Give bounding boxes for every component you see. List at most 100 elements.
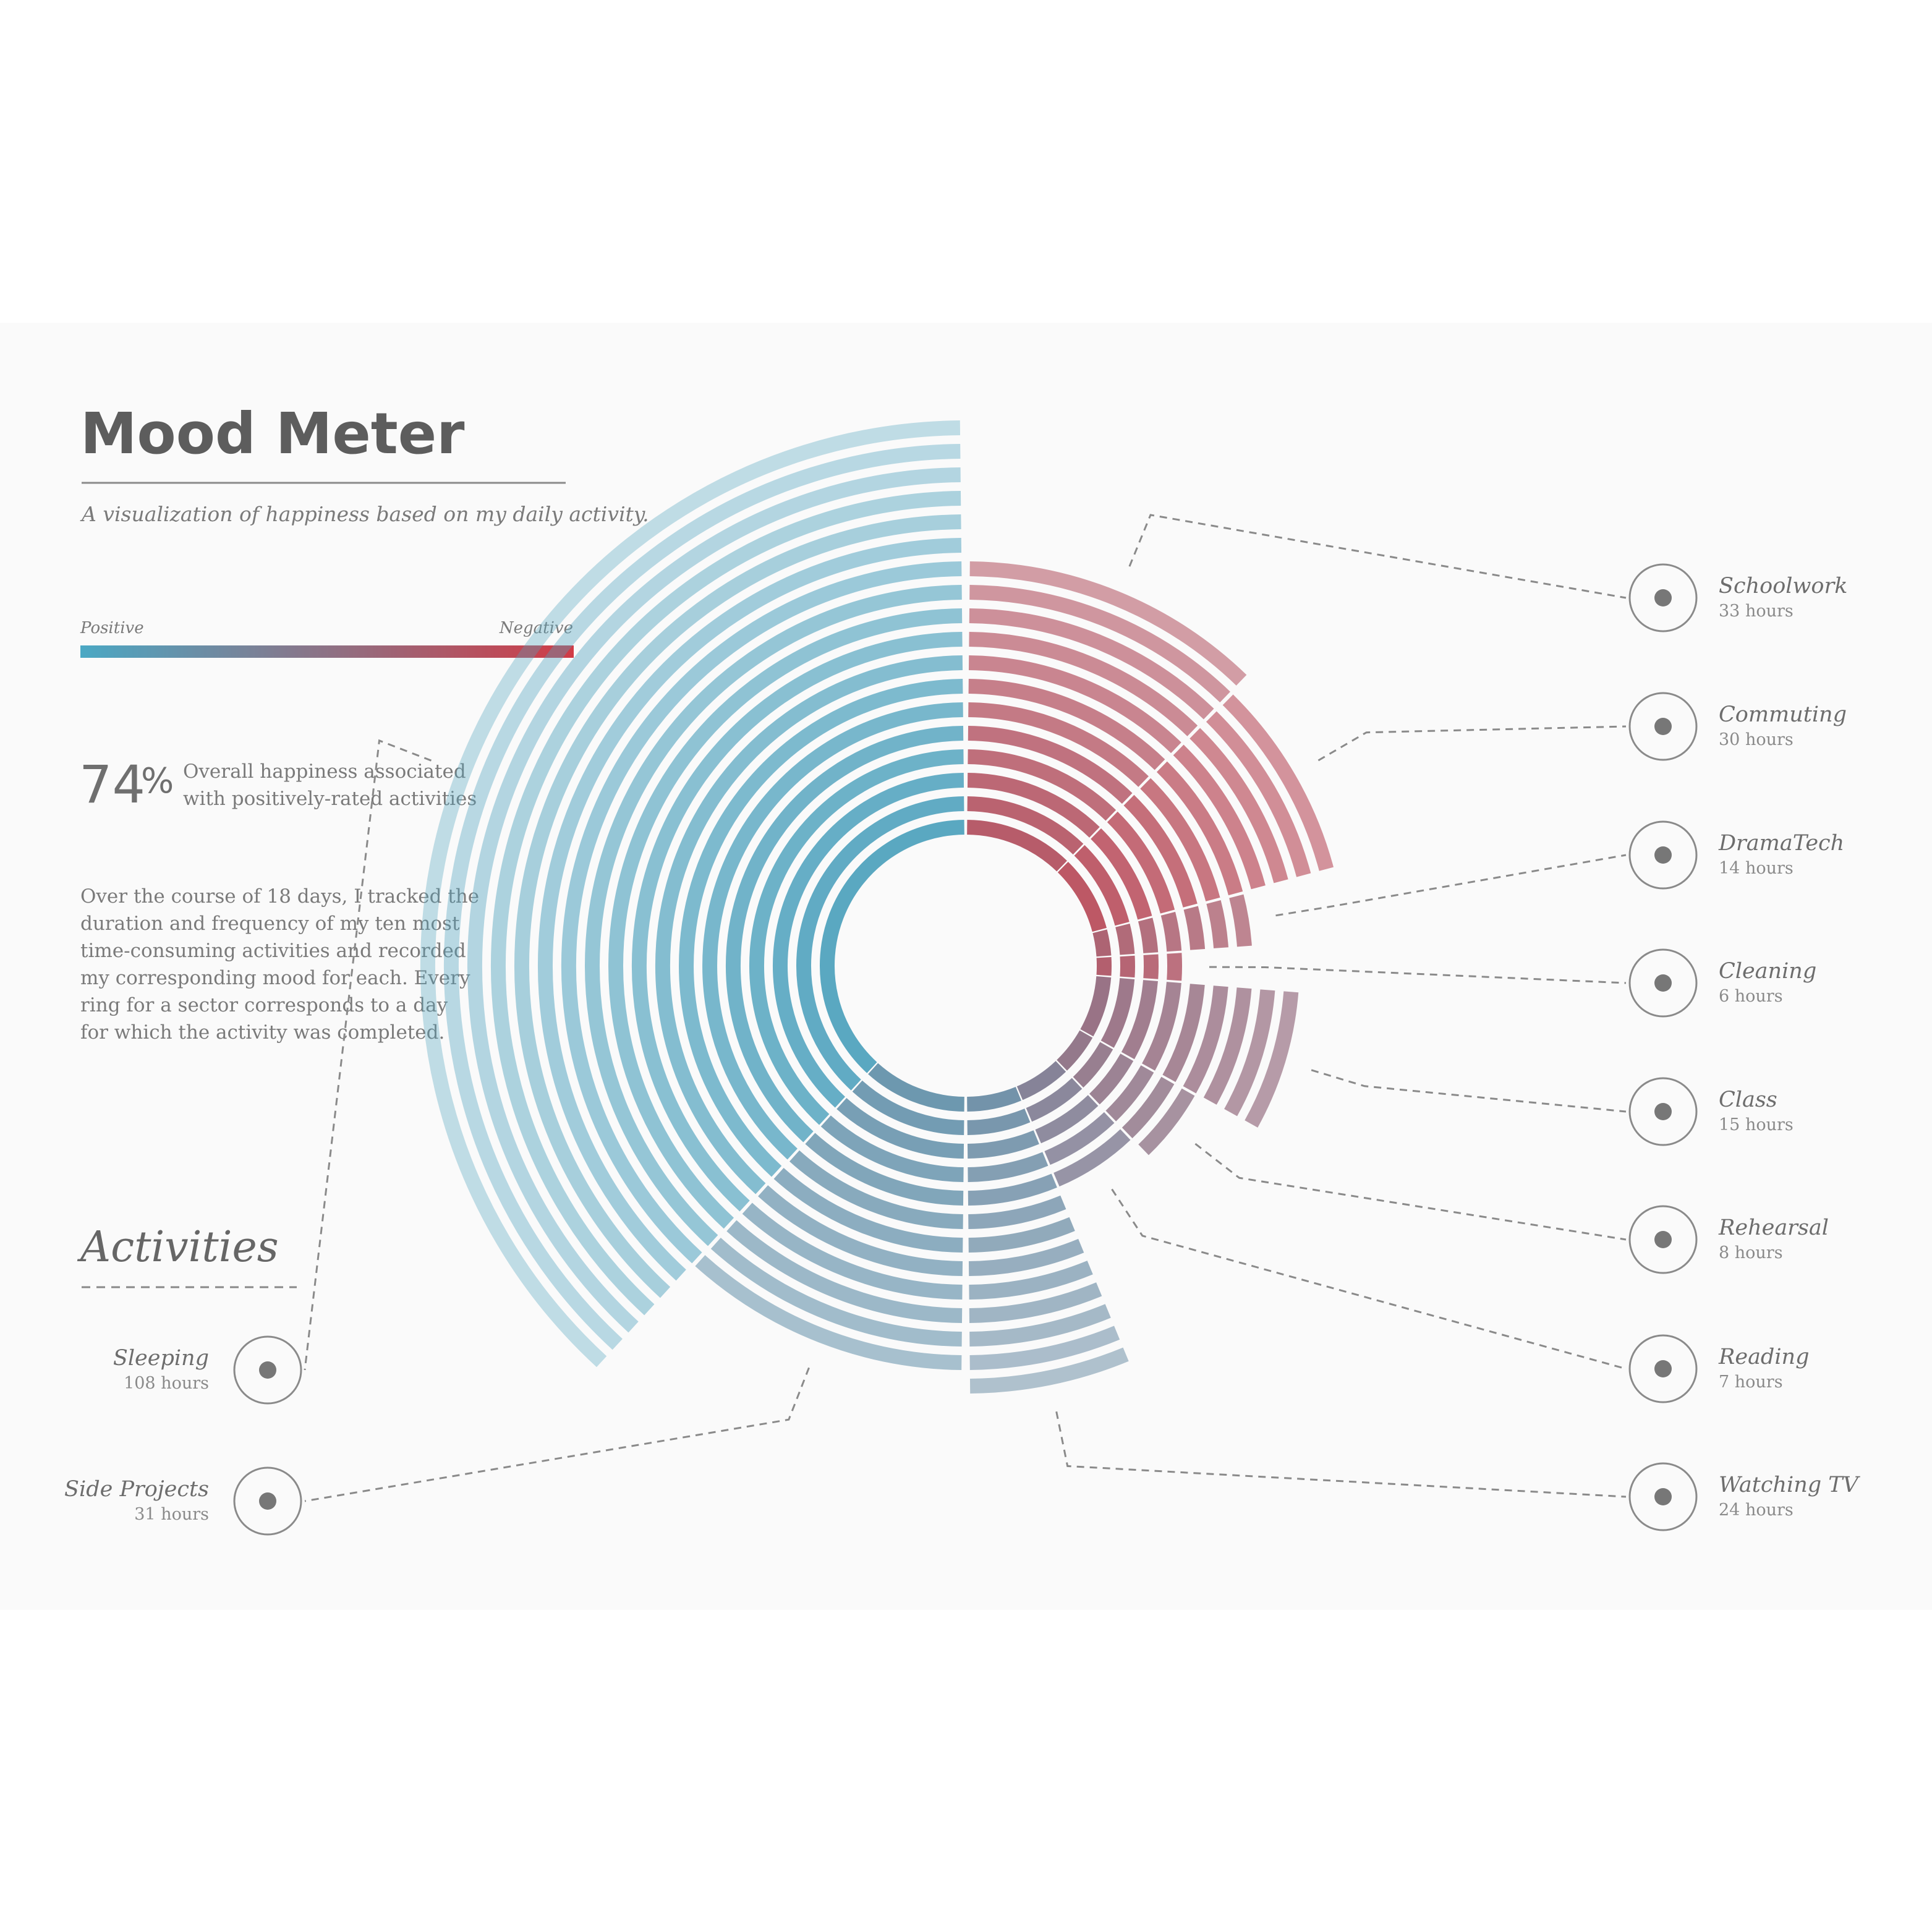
sector-commuting bbox=[1057, 694, 1334, 932]
mood-ring bbox=[695, 1255, 962, 1370]
mood-ring bbox=[968, 749, 1117, 821]
activities-heading: Activities bbox=[77, 1223, 279, 1272]
stat-unit: % bbox=[141, 761, 174, 801]
background-panel bbox=[0, 323, 1932, 1610]
sector-cleaning bbox=[1096, 953, 1183, 981]
activity-hours: 108 hours bbox=[124, 1374, 209, 1393]
activity-name: Class bbox=[1719, 1087, 1777, 1112]
music-note-icon bbox=[1628, 1205, 1698, 1274]
activity-hours: 7 hours bbox=[1719, 1372, 1783, 1392]
mood-ring bbox=[1121, 979, 1158, 1060]
mood-ring bbox=[1167, 953, 1183, 981]
mood-ring bbox=[726, 726, 964, 1143]
mood-ring bbox=[1121, 1076, 1175, 1139]
mood-ring bbox=[969, 1261, 1093, 1300]
mood-ring bbox=[1206, 711, 1311, 877]
icon-glyph bbox=[1654, 718, 1672, 735]
mood-ring bbox=[1091, 828, 1152, 920]
stat-value: 74 bbox=[79, 754, 145, 815]
mood-ring bbox=[966, 1086, 1021, 1112]
sector-side-projects bbox=[695, 1063, 964, 1370]
mood-ring bbox=[1206, 900, 1228, 949]
icon-glyph bbox=[1654, 974, 1672, 992]
mood-ring bbox=[789, 1150, 963, 1229]
mood-ring bbox=[1222, 694, 1334, 871]
leader-line bbox=[1275, 854, 1627, 917]
leader-line bbox=[1128, 514, 1627, 599]
book-icon bbox=[1628, 1334, 1698, 1403]
mood-ring bbox=[443, 444, 961, 1350]
leader-line bbox=[1055, 1411, 1627, 1498]
page-title: Mood Meter bbox=[80, 401, 465, 467]
icon-glyph bbox=[259, 1361, 276, 1379]
mood-ring bbox=[836, 1097, 964, 1159]
mood-ring bbox=[514, 514, 961, 1298]
leader-line bbox=[1209, 966, 1627, 984]
mood-ring bbox=[1016, 1060, 1066, 1100]
mood-ring bbox=[1140, 778, 1220, 901]
mood-ring bbox=[1053, 1129, 1131, 1187]
mood-ring bbox=[1183, 985, 1228, 1094]
mood-ring bbox=[852, 1080, 964, 1135]
activity-hours: 24 hours bbox=[1719, 1500, 1794, 1520]
activity-name: Side Projects bbox=[64, 1477, 209, 1502]
mood-ring bbox=[968, 679, 1165, 770]
mood-ring bbox=[969, 608, 1214, 720]
description-line: ring for a sector corresponds to a day bbox=[80, 994, 448, 1016]
icon-glyph bbox=[1654, 1360, 1672, 1377]
mood-ring bbox=[561, 561, 962, 1264]
icon-glyph bbox=[1654, 1103, 1672, 1120]
code-icon bbox=[233, 1466, 302, 1536]
mood-ring bbox=[967, 1130, 1039, 1159]
activity-name: Reading bbox=[1718, 1345, 1809, 1369]
legend-positive-label: Positive bbox=[80, 619, 144, 637]
mood-ring bbox=[1074, 845, 1130, 926]
sector-dramatech bbox=[1092, 894, 1252, 957]
mood-ring bbox=[1224, 989, 1275, 1117]
activity-name: DramaTech bbox=[1718, 831, 1844, 856]
mood-ring bbox=[1080, 976, 1112, 1037]
mood-ring bbox=[969, 1347, 1129, 1394]
activity-labels: Schoolwork 33 hours Commuting 30 hours Drama… bbox=[64, 563, 1861, 1536]
mood-ring bbox=[773, 773, 964, 1108]
mood-ring bbox=[969, 632, 1198, 736]
mood-ring bbox=[585, 585, 962, 1246]
mood-ring bbox=[969, 561, 1247, 686]
description-line: for which the activity was completed. bbox=[80, 1021, 445, 1044]
mood-ring bbox=[1138, 917, 1159, 954]
bed-icon bbox=[233, 1335, 302, 1405]
activity-name: Cleaning bbox=[1719, 959, 1816, 984]
sector-sleeping bbox=[420, 420, 964, 1368]
description-line: my corresponding mood for each. Every bbox=[80, 967, 470, 989]
mood-ring bbox=[1138, 1088, 1195, 1155]
mood-ring bbox=[1096, 956, 1112, 976]
stat-label-line1: Overall happiness associated bbox=[183, 760, 466, 783]
legend-gradient-bar bbox=[80, 645, 574, 658]
mood-ring bbox=[1160, 911, 1182, 952]
mood-ring bbox=[1035, 1095, 1099, 1144]
stat-label-line2: with positively-rated activities bbox=[183, 788, 477, 810]
mood-ring bbox=[1203, 987, 1252, 1105]
activity-hours: 14 hours bbox=[1719, 859, 1794, 878]
activity-hours: 31 hours bbox=[134, 1505, 209, 1524]
description-line: duration and frequency of my ten most bbox=[80, 913, 460, 935]
mood-ring bbox=[749, 749, 964, 1125]
mood-ring bbox=[868, 1063, 964, 1112]
mood-ring bbox=[608, 608, 963, 1229]
activity-hours: 30 hours bbox=[1719, 730, 1794, 749]
mood-ring bbox=[420, 420, 961, 1368]
mood-ring bbox=[967, 796, 1084, 855]
mood-ring bbox=[1189, 728, 1288, 883]
spray-bottle-icon bbox=[1628, 948, 1698, 1018]
mood-ring bbox=[710, 1237, 962, 1347]
leader-line bbox=[304, 739, 432, 1371]
mood-ring bbox=[969, 1282, 1102, 1323]
activity-name: Commuting bbox=[1719, 702, 1847, 727]
description-line: time-consuming activities and recorded bbox=[80, 940, 466, 962]
description-line: Over the course of 18 days, I tracked th… bbox=[80, 885, 479, 908]
mood-ring bbox=[968, 655, 1181, 754]
leader-lines bbox=[304, 514, 1627, 1502]
mood-ring bbox=[758, 1185, 963, 1276]
leader-line bbox=[1317, 725, 1627, 762]
mood-ring bbox=[655, 655, 963, 1194]
